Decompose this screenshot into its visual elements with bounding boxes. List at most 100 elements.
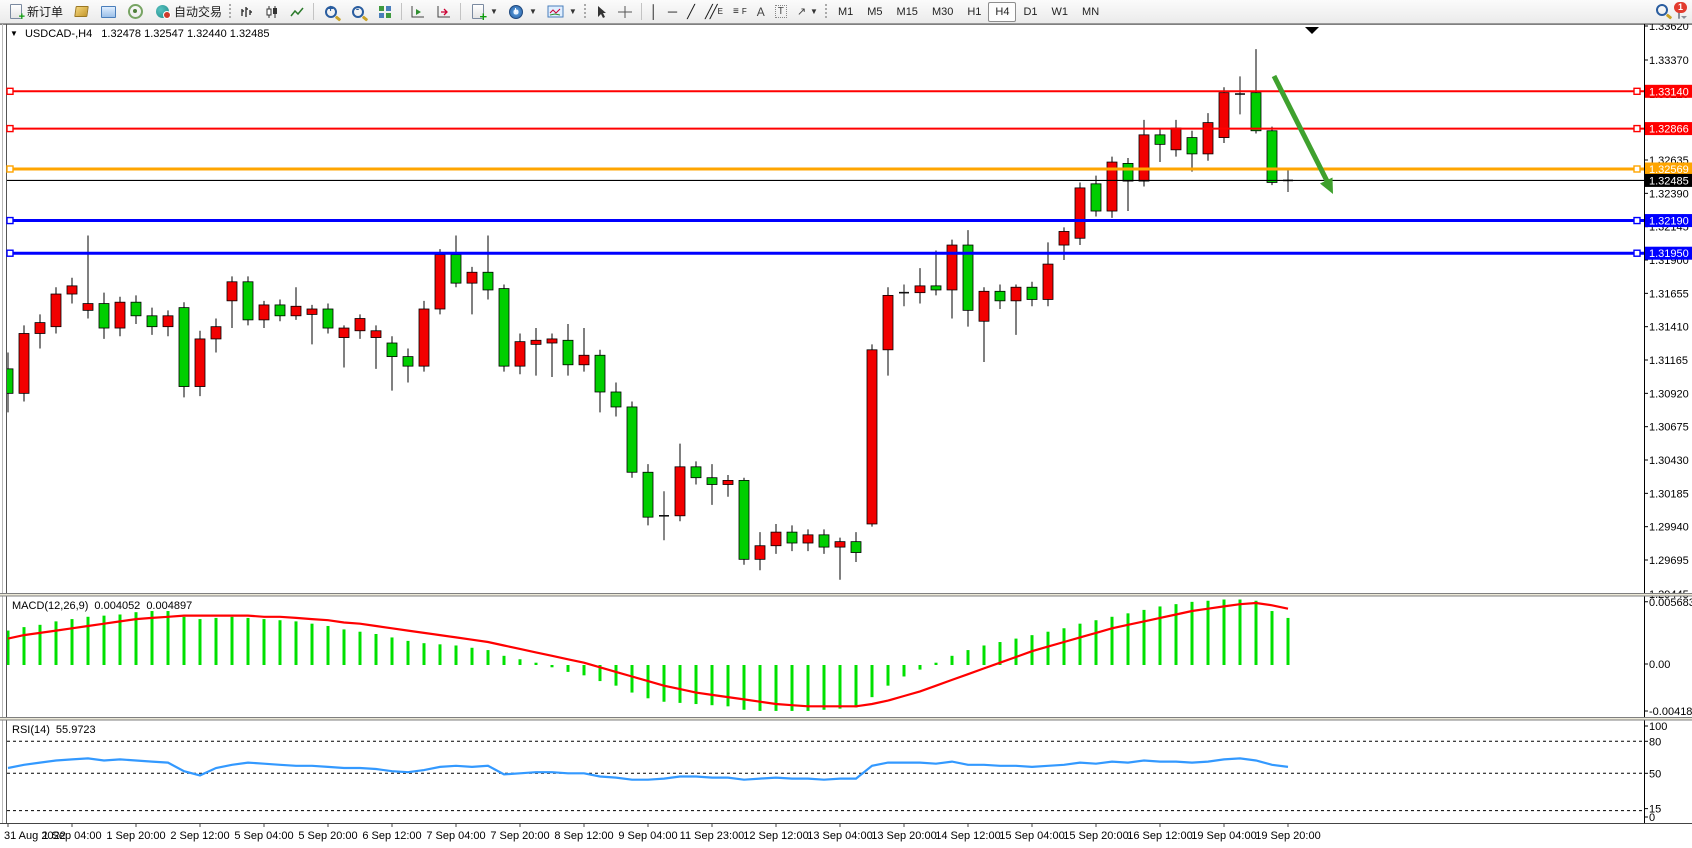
search-button[interactable] [1656,4,1668,19]
vertical-line-button[interactable]: │ [645,1,663,23]
hline-handle[interactable] [6,165,14,173]
svg-text:15: 15 [1649,804,1661,816]
signals-button[interactable] [122,1,149,23]
clock-icon [508,4,525,20]
rsi-name: RSI(14) [12,724,50,736]
svg-text:1.30430: 1.30430 [1649,455,1689,467]
tab-mn[interactable]: MN [1082,5,1100,18]
trendline-button[interactable]: ╱ [682,1,700,23]
svg-text:1.32866: 1.32866 [1649,124,1689,136]
macd-axis: 0.005683 0.00 -0.004182 [1644,597,1692,718]
hline-handle[interactable] [1633,216,1641,225]
channel-button[interactable]: ╱╱ E [700,1,728,23]
tab-m1[interactable]: M1 [837,5,854,18]
channel-letter: E [717,7,723,16]
tile-windows-icon [376,4,393,20]
hline-handle[interactable] [6,216,14,225]
market-watch-button[interactable] [68,1,95,23]
hline-objects[interactable] [6,87,1644,257]
new-order-label: 新订单 [27,5,64,19]
hline-handle[interactable] [1633,249,1641,257]
auto-trading-button[interactable]: 自动交易 [149,1,227,23]
hline-handle[interactable] [6,124,14,133]
candle-chart-button[interactable] [260,1,285,23]
candle-body [1074,187,1086,239]
text-label-button[interactable]: T [770,1,792,23]
chart-window[interactable]: 1.336201.333701.331201.328751.326351.323… [0,24,1692,848]
horizontal-line-button[interactable]: ─ [663,1,682,23]
new-order-icon: + [7,4,25,22]
hline-handle[interactable] [1633,124,1641,133]
horizontal-line-icon: ─ [667,3,678,19]
candle-body [610,391,622,408]
chart-canvas[interactable]: 1.336201.333701.331201.328751.326351.323… [0,24,1692,848]
candle-body [242,281,254,321]
text-button[interactable]: A [752,1,770,23]
fibonacci-button[interactable]: ≡ F [728,1,752,23]
chat-button[interactable]: 1 [1674,1,1687,19]
trend-arrow-head[interactable] [1320,177,1333,195]
tab-m5[interactable]: M5 [867,5,883,18]
candle-body [1202,122,1214,155]
tab-h4[interactable]: H4 [988,1,1017,22]
candle-body [466,271,478,284]
line-chart-button[interactable] [285,1,310,23]
tab-h1[interactable]: H1 [967,5,982,18]
tile-windows-button[interactable] [371,1,398,23]
toolbar-separator [401,3,403,20]
cursor-button[interactable] [590,1,612,23]
gold-box-icon [73,4,90,20]
hline-handle[interactable] [6,87,14,96]
candle-body [578,354,590,366]
zoom-in-button[interactable]: + [317,1,344,23]
zoom-out-button[interactable]: - [344,1,371,23]
candle-body [66,285,78,295]
svg-text:13 Sep 20:00: 13 Sep 20:00 [871,830,936,842]
hline-handle[interactable] [1633,87,1641,96]
terminal-button[interactable] [95,1,122,23]
price-badge-1.31950: 1.31950 [1645,246,1692,260]
tab-d1[interactable]: D1 [1023,5,1038,18]
tab-m15[interactable]: M15 [896,5,918,18]
svg-text:7 Sep 20:00: 7 Sep 20:00 [490,830,549,842]
hline-handle[interactable] [1633,165,1641,173]
tab-m30[interactable]: M30 [931,5,954,18]
annotations[interactable] [1271,27,1333,195]
svg-text:16 Sep 12:00: 16 Sep 12:00 [1127,830,1192,842]
candle-body [130,301,142,317]
collapse-triangle-icon[interactable]: ▼ [10,29,18,38]
svg-text:11 Sep 23:00: 11 Sep 23:00 [680,830,745,842]
svg-text:12 Sep 12:00: 12 Sep 12:00 [743,830,808,842]
svg-text:13 Sep 04:00: 13 Sep 04:00 [807,830,872,842]
auto-scroll-button[interactable] [405,1,431,23]
crosshair-icon [617,5,632,18]
candle-body [274,304,286,317]
candle-body [674,466,686,517]
candle-body [1138,134,1150,182]
candle-body [306,308,318,315]
tab-w1[interactable]: W1 [1051,5,1069,18]
period-button[interactable]: ▼ [503,1,542,23]
candle-body [18,333,30,394]
svg-text:1.31655: 1.31655 [1649,288,1689,300]
price-badge-1.32866: 1.32866 [1645,122,1692,136]
candle-body [482,271,494,291]
new-order-button[interactable]: + 新订单 [2,1,68,23]
trend-arrow-line[interactable] [1271,74,1330,183]
arrows-button[interactable]: ↗ ▼ [792,1,823,23]
candle-body [546,338,558,344]
ohlc-low: 1.32440 [186,28,227,40]
crosshair-button[interactable] [612,1,638,23]
bar-chart-button[interactable] [235,1,260,23]
svg-text:1.31165: 1.31165 [1649,355,1688,367]
chart-shift-button[interactable] [431,1,457,23]
pane-separator[interactable] [0,717,1692,721]
new-chart-button[interactable]: + ▼ [464,1,503,23]
price-badge-1.32569: 1.32569 [1645,162,1692,176]
line-chart-icon [290,7,304,16]
hline-handle[interactable] [6,249,14,257]
macd-main-value: 0.004052 [94,600,141,612]
pane-separator[interactable] [0,593,1692,597]
indicators-button[interactable]: ▼ [542,1,582,23]
